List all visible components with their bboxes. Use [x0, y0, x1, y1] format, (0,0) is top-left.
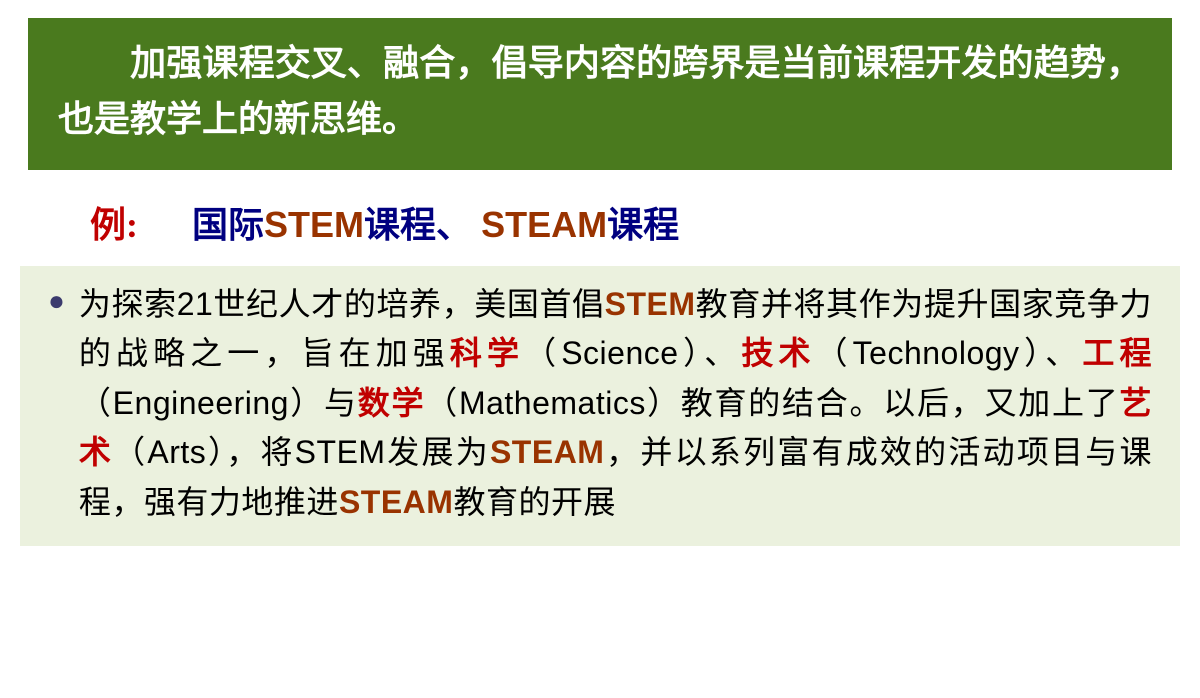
example-en-2: STEAM [481, 204, 607, 245]
body-t14: 工程 [1082, 335, 1152, 371]
body-t11: （ [816, 335, 853, 371]
example-cn-1: 国际 [192, 205, 264, 245]
body-t3: 世纪人才的培养，美国首倡 [213, 286, 604, 322]
body-block: ● 为探索21世纪人才的培养，美国首倡STEM教育并将其作为提升国家竞争力的战略… [20, 266, 1180, 546]
body-t18: 数学 [358, 385, 425, 421]
body-t31: 教育的开展 [453, 484, 616, 520]
body-t6: 科学 [450, 335, 524, 371]
example-label: 例: [90, 205, 138, 245]
bullet-row: ● 为探索21世纪人才的培养，美国首倡STEM教育并将其作为提升国家竞争力的战略… [48, 280, 1152, 528]
body-t20: Mathematics [459, 385, 646, 421]
body-t30: STEAM [339, 484, 454, 520]
body-t23: （ [113, 434, 147, 470]
body-t25: ），将 [206, 434, 294, 470]
body-text: 为探索21世纪人才的培养，美国首倡STEM教育并将其作为提升国家竞争力的战略之一… [79, 280, 1152, 528]
body-t15: （ [79, 385, 113, 421]
bullet-icon: ● [48, 286, 65, 528]
body-t13: ）、 [1020, 335, 1083, 371]
header-text: 加强课程交叉、融合，倡导内容的跨界是当前课程开发的趋势，也是教学上的新思维。 [58, 43, 1142, 139]
body-t27: 发展为 [386, 434, 490, 470]
example-line: 例: 国际STEM课程、 STEAM课程 [90, 196, 1200, 248]
example-en-1: STEM [264, 204, 364, 245]
body-t10: 技术 [741, 335, 815, 371]
body-t2: 21 [177, 286, 214, 322]
example-cn-2: 课程、 [364, 205, 472, 245]
body-t12: Technology [853, 335, 1020, 371]
body-t28: STEAM [490, 434, 605, 470]
body-t17: ）与 [289, 385, 358, 421]
body-t4: STEM [605, 286, 696, 322]
body-t19: （ [425, 385, 459, 421]
header-banner: 加强课程交叉、融合，倡导内容的跨界是当前课程开发的趋势，也是教学上的新思维。 [28, 18, 1172, 170]
body-t24: Arts [147, 434, 206, 470]
example-cn-3: 课程 [607, 205, 679, 245]
body-t8: Science [561, 335, 678, 371]
body-t26: STEM [295, 434, 386, 470]
body-t9: ）、 [679, 335, 742, 371]
body-t7: （ [524, 335, 561, 371]
body-t21: ）教育的结合。以后，又加上了 [646, 385, 1120, 421]
body-t1: 为探索 [79, 286, 177, 322]
body-t16: Engineering [113, 385, 289, 421]
